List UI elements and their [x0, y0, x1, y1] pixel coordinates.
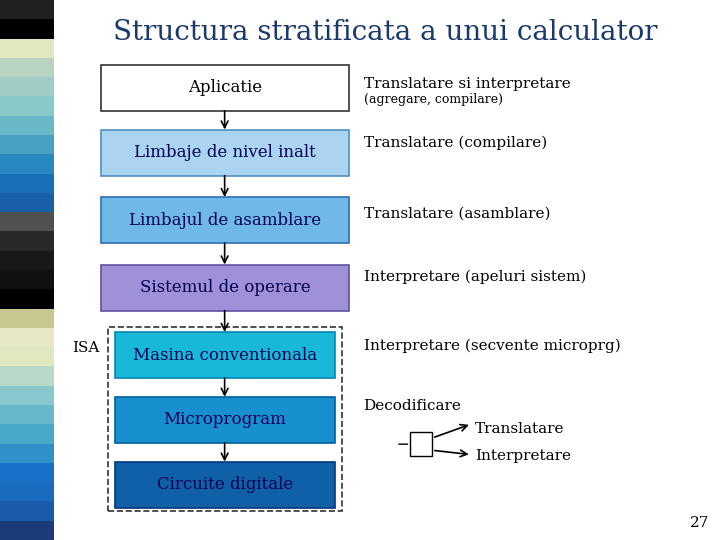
- Text: Structura stratificata a unui calculator: Structura stratificata a unui calculator: [113, 19, 657, 46]
- Text: 27: 27: [690, 516, 709, 530]
- Text: Limbaje de nivel inalt: Limbaje de nivel inalt: [134, 144, 316, 161]
- Text: (agregare, compilare): (agregare, compilare): [364, 93, 503, 106]
- Bar: [0, 289, 54, 308]
- FancyBboxPatch shape: [101, 265, 349, 310]
- Bar: [0, 482, 54, 502]
- FancyBboxPatch shape: [115, 397, 335, 443]
- Bar: [0, 97, 54, 116]
- Bar: [0, 270, 54, 289]
- Bar: [0, 328, 54, 347]
- Text: Masina conventionala: Masina conventionala: [133, 347, 317, 363]
- Bar: [0, 463, 54, 482]
- Text: Translatare (compilare): Translatare (compilare): [364, 136, 547, 150]
- FancyBboxPatch shape: [115, 332, 335, 378]
- FancyBboxPatch shape: [101, 65, 349, 111]
- Bar: [0, 424, 54, 443]
- Text: Circuite digitale: Circuite digitale: [157, 476, 293, 493]
- Bar: [0, 521, 54, 540]
- Text: Translatare: Translatare: [475, 422, 564, 436]
- Bar: [0, 386, 54, 405]
- Bar: [0, 116, 54, 135]
- Text: Interpretare (secvente microprg): Interpretare (secvente microprg): [364, 339, 621, 353]
- Text: Translatare (asamblare): Translatare (asamblare): [364, 206, 550, 220]
- Bar: [0, 443, 54, 463]
- FancyBboxPatch shape: [101, 130, 349, 176]
- Text: Aplicatie: Aplicatie: [188, 79, 262, 96]
- Bar: [0, 38, 54, 58]
- Bar: [0, 212, 54, 232]
- Bar: [0, 173, 54, 193]
- Text: Microprogram: Microprogram: [163, 411, 287, 428]
- Text: Limbajul de asamblare: Limbajul de asamblare: [129, 212, 321, 228]
- Bar: [0, 135, 54, 154]
- Bar: [410, 432, 432, 456]
- Bar: [0, 347, 54, 367]
- Bar: [0, 58, 54, 77]
- Bar: [0, 405, 54, 424]
- FancyBboxPatch shape: [115, 462, 335, 508]
- Bar: [0, 154, 54, 173]
- Bar: [0, 77, 54, 97]
- Bar: [0, 0, 54, 19]
- Bar: [0, 502, 54, 521]
- Text: Interpretare (apeluri sistem): Interpretare (apeluri sistem): [364, 269, 586, 284]
- Bar: [0, 308, 54, 328]
- Bar: [0, 232, 54, 251]
- Bar: [0, 193, 54, 212]
- Text: Interpretare: Interpretare: [475, 449, 571, 463]
- Text: ISA: ISA: [72, 341, 99, 355]
- Bar: [0, 367, 54, 386]
- FancyBboxPatch shape: [101, 197, 349, 243]
- Bar: [0, 251, 54, 270]
- Text: Decodificare: Decodificare: [364, 399, 462, 413]
- Bar: [0, 19, 54, 38]
- Text: Translatare si interpretare: Translatare si interpretare: [364, 77, 570, 91]
- Text: Sistemul de operare: Sistemul de operare: [140, 279, 310, 296]
